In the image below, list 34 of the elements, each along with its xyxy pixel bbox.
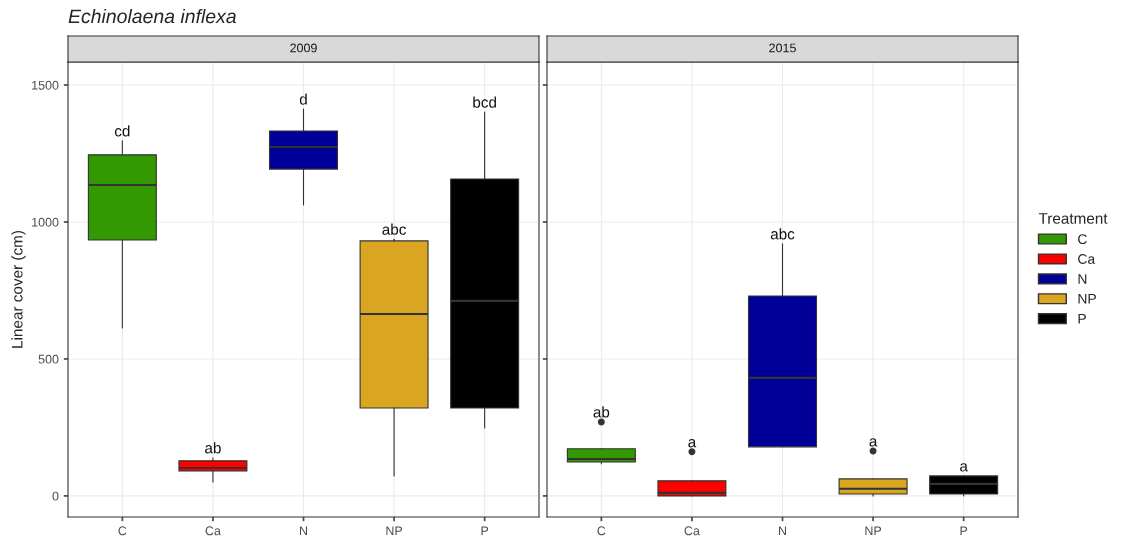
annotation: bcd [473,96,496,108]
x-tick-label: P [960,526,968,536]
x-tick-label: NP [865,526,882,536]
annotation: ab [593,406,610,418]
chart-subtitle: 2009 [290,43,317,53]
chart-title: Echinolaena inflexa [68,8,236,24]
legend-title: Treatment [1038,213,1108,224]
legend-label: N [1078,274,1087,284]
legend-label: C [1078,234,1087,245]
annotation: a [960,463,968,472]
x-tick-label: P [481,526,489,536]
chart-subtitle: 2015 [769,43,796,53]
annotation: ab [205,442,221,454]
annotation: abc [770,228,795,240]
y-tick-label: 500 [38,354,59,364]
annotation: cd [114,125,130,137]
x-tick-label: Ca [684,526,700,536]
legend-label: NP [1078,294,1096,304]
annotation: abc [382,223,406,235]
x-tick-label: N [779,526,786,536]
x-tick-label: C [597,526,606,536]
y-tick-label: 1500 [32,80,59,90]
legend-label: Ca [1078,254,1096,264]
annotation: d [299,93,307,105]
y-tick-label: 1000 [32,217,59,227]
legend-label: P [1078,313,1086,324]
x-tick-label: N [300,526,307,536]
annotation: a [869,438,878,447]
x-tick-label: Ca [205,526,221,536]
y-tick-label: 0 [52,491,59,501]
annotation: a [688,439,697,448]
y-axis-title: Linear cover (cm) [11,231,26,348]
x-tick-label: NP [386,526,403,536]
x-tick-label: C [118,526,127,536]
